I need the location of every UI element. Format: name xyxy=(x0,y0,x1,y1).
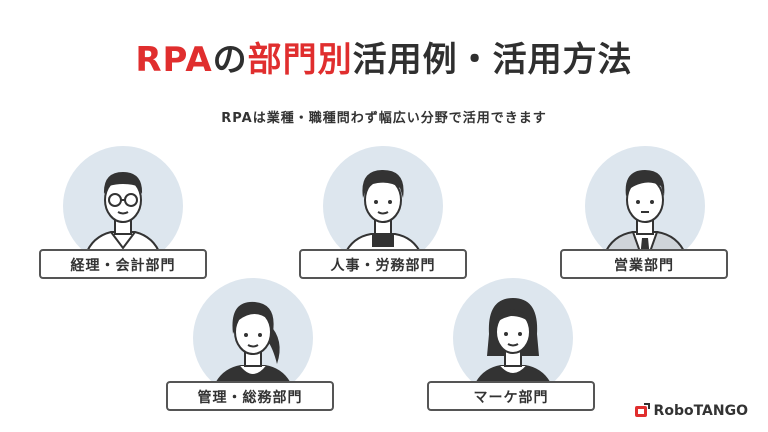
label-accounting: 経理・会計部門 xyxy=(39,249,207,279)
label-marketing: マーケ部門 xyxy=(427,381,595,411)
title-department: 部門別 xyxy=(247,40,353,80)
label-hr: 人事・労務部門 xyxy=(299,249,467,279)
man-suit-icon xyxy=(585,146,705,266)
title-usage: 活用例・活用方法 xyxy=(352,40,633,80)
page-title: RPAの部門別活用例・活用方法 xyxy=(0,38,768,82)
label-sales: 営業部門 xyxy=(560,249,728,279)
title-no: の xyxy=(212,40,248,80)
page-subtitle: RPAは業種・職種問わず幅広い分野で活用できます xyxy=(221,111,547,126)
man-casual-icon xyxy=(323,146,443,266)
robotango-logo-text: RoboTANGO xyxy=(653,403,748,419)
robotango-logo: RoboTANGO xyxy=(634,401,748,421)
man-glasses-icon xyxy=(63,146,183,266)
woman-bob-icon xyxy=(453,278,573,398)
robotango-logo-icon xyxy=(634,403,650,417)
label-general-affairs: 管理・総務部門 xyxy=(166,381,334,411)
woman-ponytail-icon xyxy=(193,278,313,398)
title-rpa: RPA xyxy=(135,40,213,80)
